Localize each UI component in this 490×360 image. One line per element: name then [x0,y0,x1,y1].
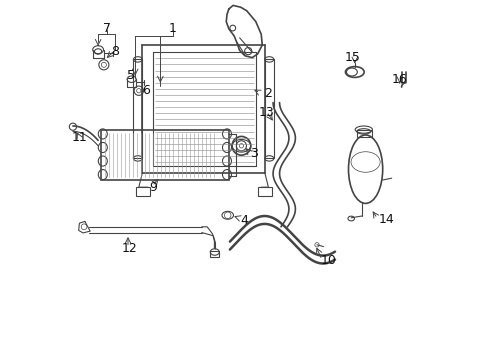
Text: 14: 14 [378,213,394,226]
Bar [265,59,274,158]
Text: 15: 15 [345,51,361,64]
Text: 2: 2 [264,87,272,100]
Text: 1: 1 [169,22,177,35]
Text: 13: 13 [259,106,274,119]
Bar [210,251,219,257]
Text: 11: 11 [72,131,87,144]
Bar [136,187,150,196]
Text: 5: 5 [127,69,135,82]
Bar [101,130,229,180]
Text: 8: 8 [111,45,119,58]
Text: 7: 7 [103,22,112,35]
Text: 9: 9 [149,181,157,194]
Text: 4: 4 [240,214,248,227]
Text: 3: 3 [250,147,258,159]
Bar [133,59,143,158]
Bar [357,130,372,137]
Ellipse shape [346,68,357,76]
Bar [258,187,272,196]
Text: 12: 12 [121,242,137,255]
Text: 10: 10 [320,255,337,267]
Text: 16: 16 [392,73,408,86]
Text: 6: 6 [142,84,150,97]
